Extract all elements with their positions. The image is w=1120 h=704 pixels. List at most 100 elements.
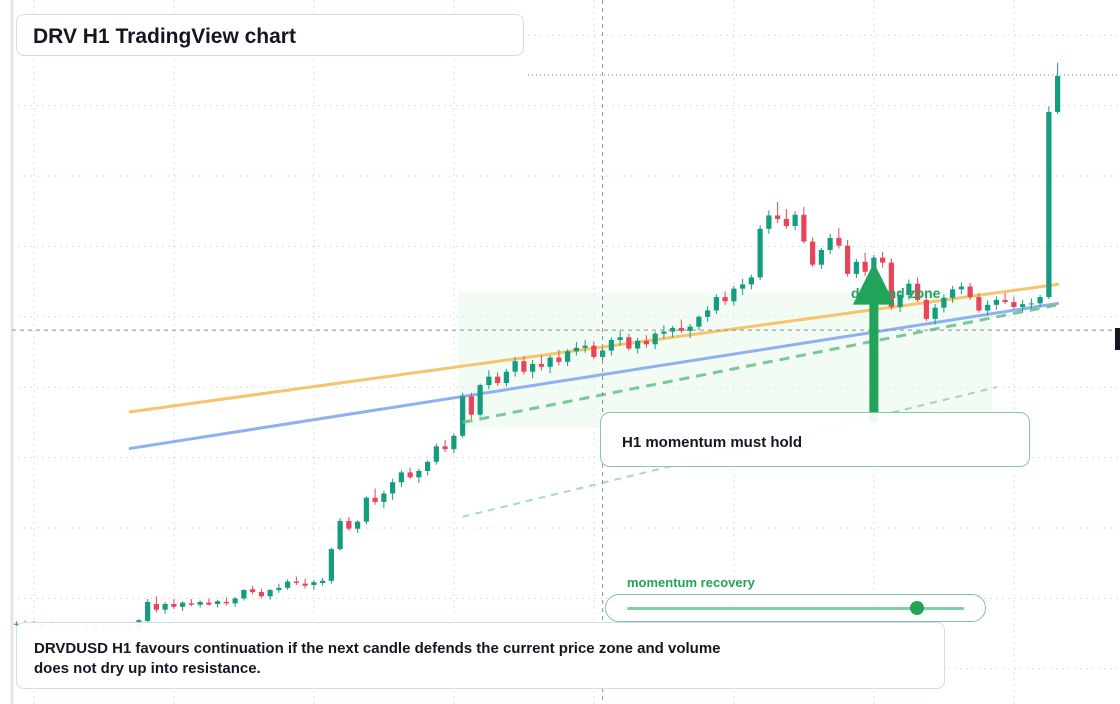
candle [853, 259, 859, 279]
momentum-note: H1 momentum must hold [622, 434, 803, 451]
candle [591, 341, 597, 360]
candle-body [320, 580, 326, 583]
candle [678, 319, 684, 333]
momentum-meter[interactable] [605, 594, 986, 622]
candle [521, 356, 527, 375]
candle [512, 356, 518, 377]
candle-body [215, 601, 221, 605]
candle [232, 596, 238, 607]
candle-body [302, 583, 308, 586]
candle-body [337, 520, 343, 550]
candle [748, 274, 754, 290]
candle-body [328, 549, 334, 581]
candle [433, 443, 439, 465]
momentum-note-card: H1 momentum must hold [600, 412, 1030, 467]
candle [915, 277, 921, 303]
candle-body [696, 316, 702, 327]
candle [477, 383, 483, 417]
candle [643, 335, 649, 348]
candle [880, 252, 886, 268]
candle-body [923, 299, 929, 319]
candle-body [836, 237, 842, 246]
candle [652, 331, 658, 350]
candle [145, 599, 151, 623]
candle-body [941, 297, 947, 308]
candle [416, 468, 422, 483]
candle-body [372, 497, 378, 502]
candle-body [381, 493, 387, 502]
candle-body [188, 603, 194, 605]
candle-body [687, 326, 693, 331]
candle [538, 355, 544, 371]
candle [976, 292, 982, 313]
candle [197, 600, 203, 608]
candle [836, 228, 842, 249]
candle [381, 490, 387, 509]
candle-body [626, 337, 632, 349]
candle [801, 206, 807, 244]
candle [757, 225, 763, 281]
candle [1002, 292, 1008, 305]
demand-zone-label: demand zone [851, 285, 941, 301]
candle-body [906, 283, 912, 295]
candle [258, 588, 264, 599]
candle [223, 597, 229, 606]
candle [661, 325, 667, 339]
candle [171, 599, 177, 609]
candle-body [1055, 76, 1061, 112]
candle [1028, 298, 1034, 310]
candle [1046, 106, 1052, 300]
candle-body [853, 261, 859, 274]
candle [451, 433, 457, 454]
candle-body [258, 592, 264, 597]
candle-body [407, 472, 413, 478]
candle-body [556, 357, 562, 362]
candle [285, 579, 291, 590]
candle-body [591, 345, 597, 357]
candle-body [862, 261, 868, 272]
candle-body [355, 521, 361, 529]
candle [923, 290, 929, 322]
candle-body [538, 363, 544, 367]
candle-body [171, 604, 177, 607]
candle-body [766, 215, 772, 229]
candle [783, 209, 789, 229]
candle [1055, 62, 1061, 115]
candle-body [915, 283, 921, 300]
candle-body [705, 310, 711, 317]
candle-body [582, 345, 588, 348]
candle-body [888, 262, 894, 307]
momentum-meter-knob[interactable] [909, 601, 924, 615]
candle-body [276, 587, 282, 590]
overlay-layer [12, 0, 1120, 704]
candle-body [180, 602, 186, 607]
candle [302, 578, 308, 589]
candle [950, 285, 956, 303]
candle [687, 323, 693, 338]
candle-body [713, 297, 719, 311]
candle [766, 210, 772, 234]
candle-body [223, 601, 229, 604]
candle [617, 330, 623, 346]
candle [180, 601, 186, 612]
candle [573, 342, 579, 356]
candle-body [740, 284, 746, 289]
momentum-meter-label: momentum recovery [627, 575, 755, 590]
candle [958, 282, 964, 295]
candle-body [748, 277, 754, 285]
candle [775, 202, 781, 224]
candle [696, 315, 702, 331]
candle-body [661, 331, 667, 334]
candle [442, 440, 448, 452]
candle [267, 589, 273, 600]
candle-body [425, 461, 431, 471]
candle-body [792, 214, 798, 226]
candle [556, 349, 562, 366]
candle-body [1037, 297, 1043, 304]
candle [731, 285, 737, 306]
candle [188, 599, 194, 607]
candle-body [652, 333, 658, 345]
candle-body [433, 446, 439, 462]
candle-body [801, 214, 807, 242]
